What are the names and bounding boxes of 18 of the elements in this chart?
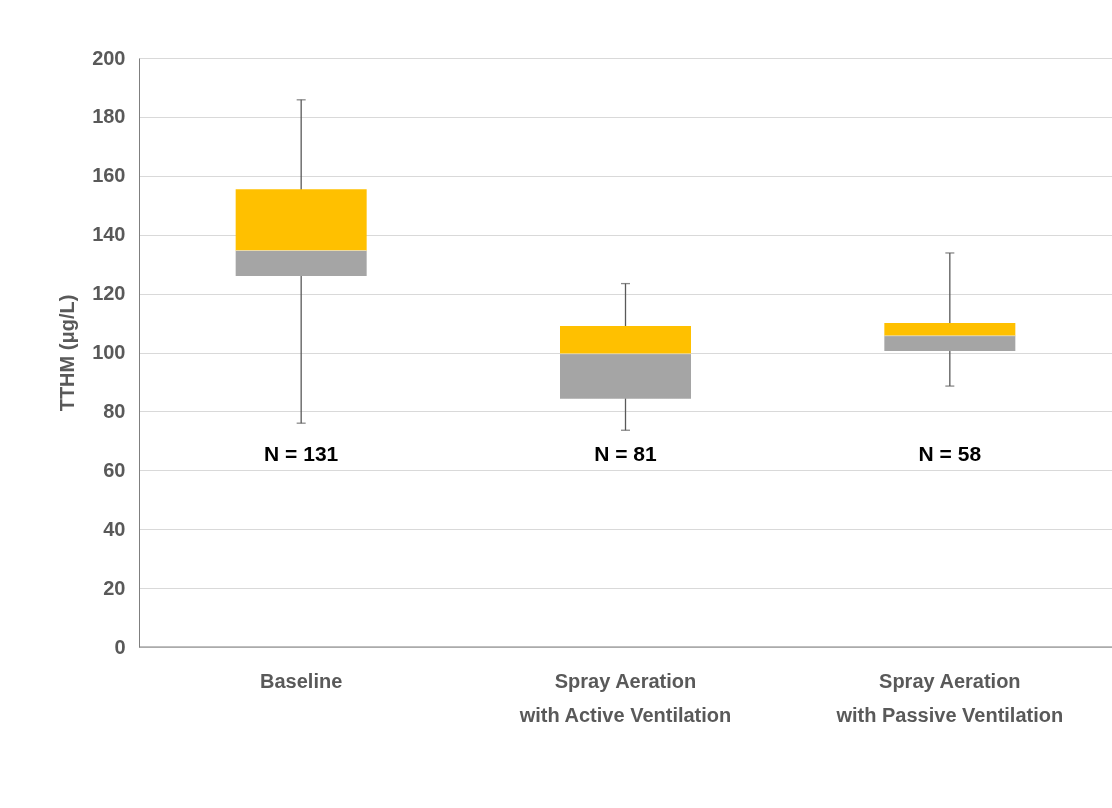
annotation: N = 58 — [918, 442, 982, 465]
y-tick-label: 180 — [92, 105, 126, 128]
y-tick-label: 100 — [92, 341, 126, 363]
y-tick-label: 140 — [92, 223, 126, 246]
y-tick-label: 40 — [103, 517, 126, 540]
y-tick-label: 20 — [103, 576, 126, 599]
y-axis-title: TTHM (μg/L) — [56, 294, 79, 412]
y-tick-label: 0 — [114, 635, 126, 658]
x-tick-label: Spray Aeration with Active Ventilation — [518, 669, 732, 726]
y-tick-label: 120 — [92, 282, 126, 305]
y-tick-label: 160 — [92, 164, 126, 187]
y-tick-label: 80 — [103, 399, 126, 422]
y-tick-label: 60 — [103, 458, 126, 481]
annotation: N = 131 — [264, 442, 339, 465]
y-tick-label: 200 — [92, 46, 126, 69]
annotation: N = 81 — [594, 442, 658, 465]
x-tick-label: Spray Aeration with Passive Ventilation — [835, 669, 1064, 726]
x-tick-label: Baseline — [260, 669, 343, 692]
